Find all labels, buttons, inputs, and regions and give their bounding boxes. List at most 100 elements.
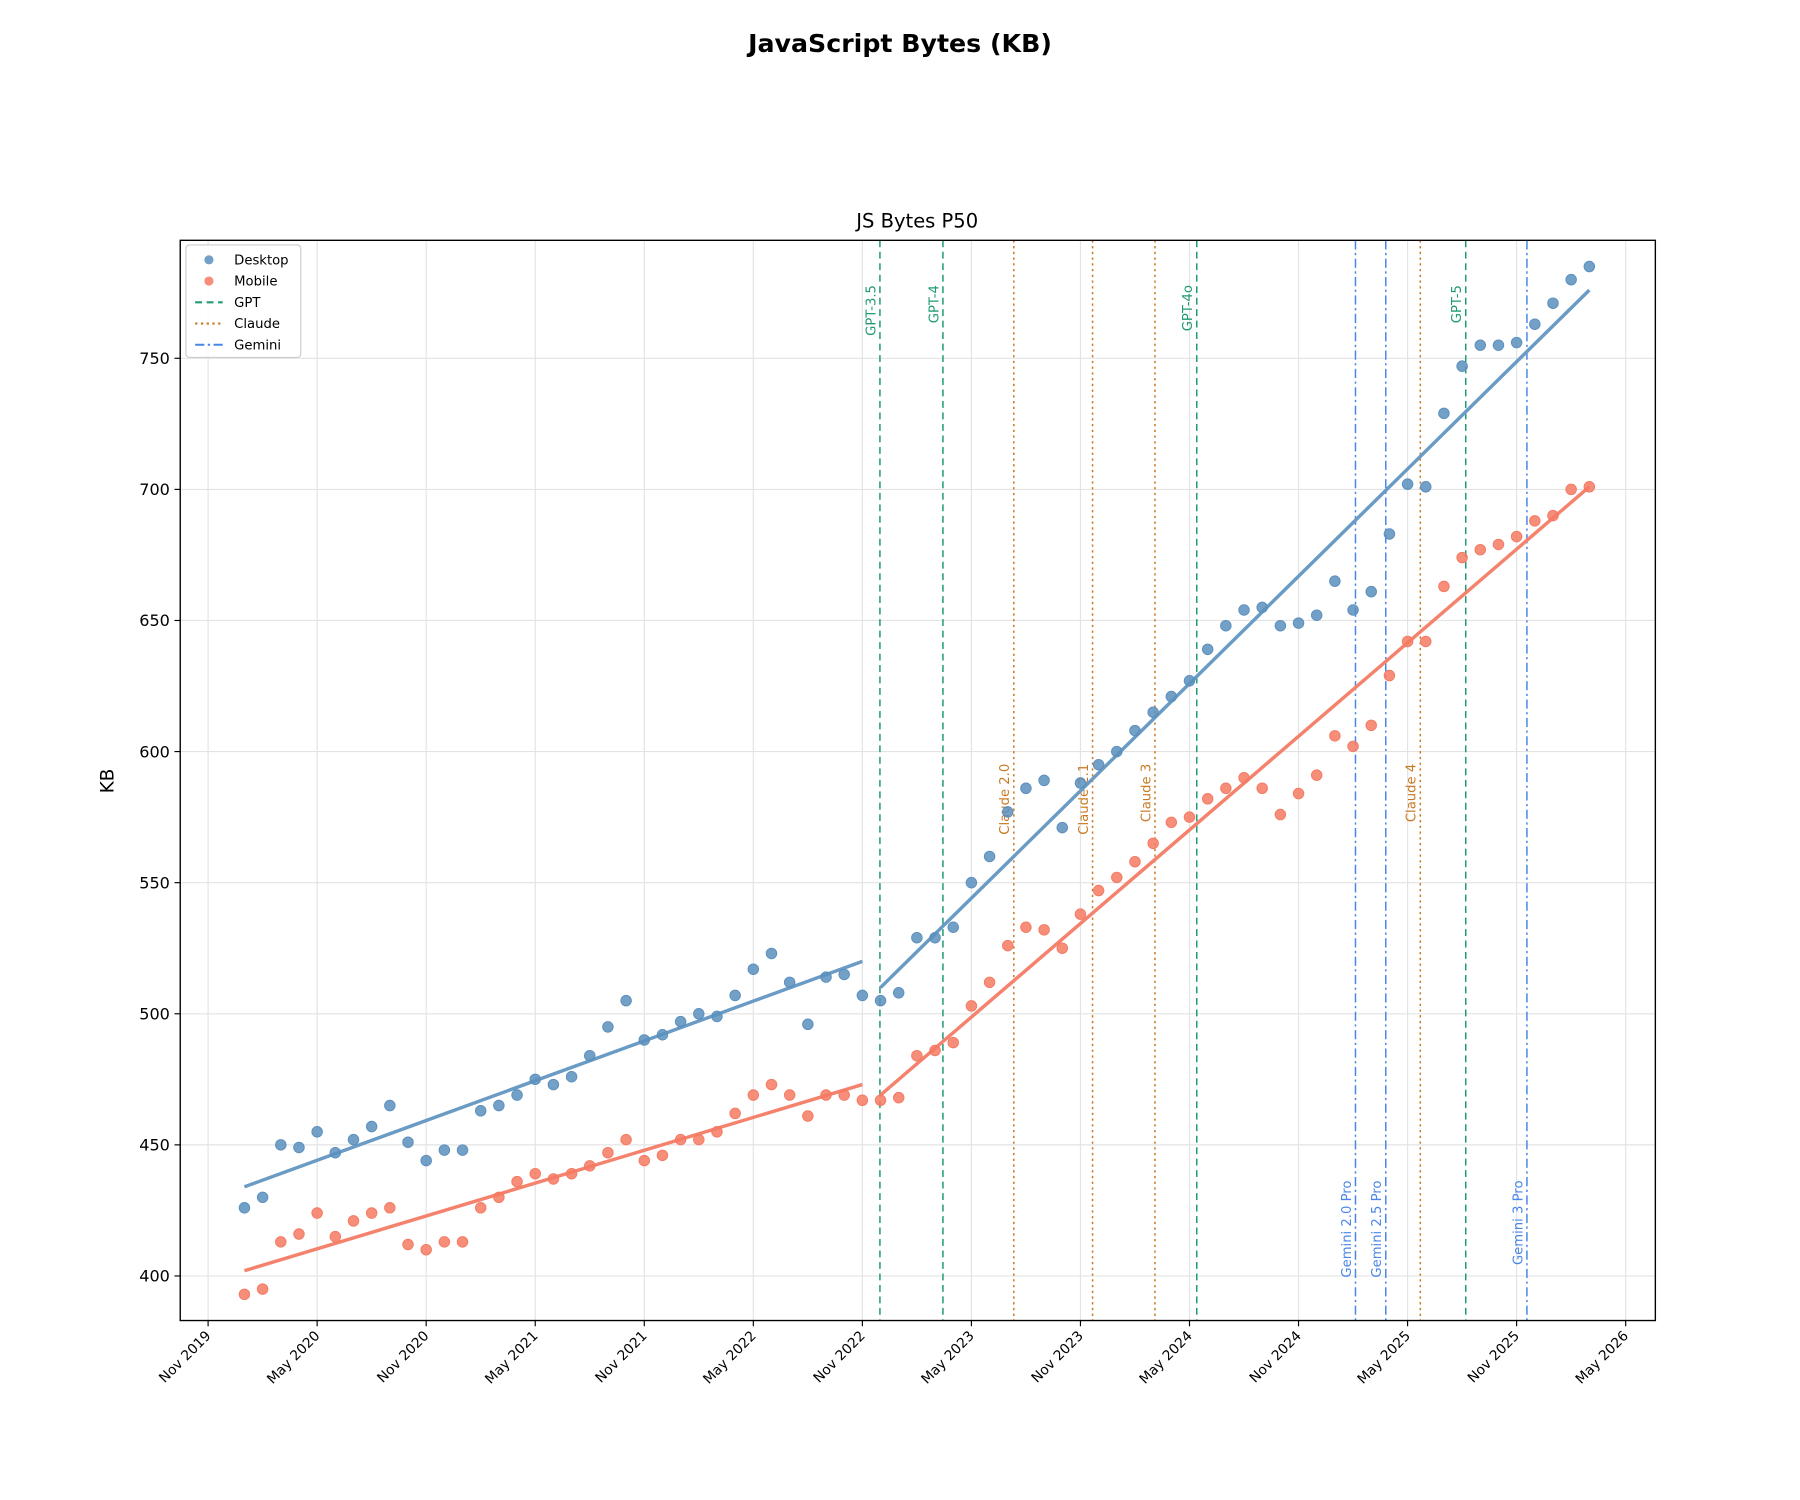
x-tick-label: Nov 2021 <box>592 1328 650 1386</box>
mobile-point <box>674 1133 687 1146</box>
mobile-point <box>638 1154 651 1167</box>
desktop-point <box>783 976 796 989</box>
desktop-point <box>365 1120 378 1133</box>
mobile-point <box>1111 871 1123 884</box>
mobile-point <box>856 1094 869 1107</box>
desktop-point <box>947 921 959 933</box>
model-release-label: Claude 4 <box>1405 764 1420 822</box>
desktop-point <box>311 1126 323 1138</box>
x-tick-label: May 2021 <box>482 1328 541 1387</box>
mobile-point <box>1002 939 1014 952</box>
desktop-point <box>1038 774 1050 787</box>
desktop-point <box>1220 619 1232 632</box>
desktop-point <box>1383 528 1396 540</box>
desktop-point <box>983 850 996 863</box>
desktop-point <box>493 1099 505 1112</box>
mobile-point <box>529 1167 541 1180</box>
model-release-label: Gemini 3 Pro <box>1511 1180 1526 1265</box>
legend-label: Gemini <box>234 338 281 353</box>
mobile-point <box>329 1230 342 1243</box>
y-tick-label: 700 <box>139 480 170 499</box>
mobile-point <box>1583 481 1596 493</box>
legend: Desktop Mobile GPT Claude Gemini <box>185 244 302 358</box>
mobile-point <box>965 1000 978 1012</box>
mobile-point <box>892 1091 905 1104</box>
mobile-point <box>711 1126 723 1138</box>
desktop-point <box>1238 604 1250 616</box>
mobile-point <box>1420 635 1432 648</box>
desktop-point <box>674 1015 687 1028</box>
mobile-point <box>1038 924 1050 936</box>
x-tick-label: May 2025 <box>1355 1328 1414 1387</box>
desktop-point <box>1256 601 1268 614</box>
chart-title: JS Bytes P50 <box>854 210 978 233</box>
mobile-point <box>947 1036 959 1049</box>
desktop-point <box>820 971 832 983</box>
x-tick-label: Nov 2023 <box>1029 1328 1087 1386</box>
mobile-point <box>565 1167 578 1180</box>
desktop-point <box>1002 806 1014 818</box>
model-release-label: Gemini 2.0 Pro <box>1340 1180 1355 1277</box>
legend-label: Desktop <box>234 253 288 268</box>
mobile-legend-marker <box>204 276 214 286</box>
mobile-point <box>293 1228 305 1240</box>
model-release-label: Claude 2.1 <box>1077 764 1092 835</box>
desktop-point <box>1092 758 1105 771</box>
mobile-point <box>1092 884 1105 897</box>
mobile-point <box>402 1238 414 1251</box>
legend-box <box>185 244 302 358</box>
desktop-point <box>1274 619 1287 632</box>
mobile-point <box>1256 782 1268 795</box>
desktop-trend-line <box>243 959 863 1189</box>
model-release-label: Gemini 2.5 Pro <box>1370 1180 1385 1277</box>
desktop-point <box>911 931 923 944</box>
desktop-point <box>1165 690 1178 703</box>
mobile-point <box>1147 837 1159 850</box>
desktop-point <box>565 1070 578 1083</box>
plot-frame <box>179 239 1657 1322</box>
mobile-point <box>1074 908 1087 920</box>
desktop-point <box>238 1202 251 1214</box>
mobile-point <box>911 1049 923 1062</box>
mobile-point <box>929 1044 941 1057</box>
mobile-point <box>693 1133 705 1146</box>
mobile-point <box>365 1207 378 1219</box>
x-tick-label: Nov 2024 <box>1247 1328 1305 1386</box>
desktop-point <box>1547 297 1559 309</box>
mobile-point <box>765 1078 778 1091</box>
x-tick-label: Nov 2025 <box>1465 1328 1523 1386</box>
mobile-point <box>1438 580 1450 593</box>
desktop-point <box>384 1099 396 1112</box>
mobile-point <box>1510 530 1523 543</box>
data-points <box>238 260 1596 1301</box>
mobile-point <box>1529 515 1541 527</box>
y-tick-label: 600 <box>139 742 170 761</box>
desktop-point <box>1292 617 1305 629</box>
desktop-point <box>729 989 741 1002</box>
y-tick-label: 750 <box>139 349 170 368</box>
desktop-point <box>1456 360 1468 372</box>
mobile-point <box>1547 509 1559 522</box>
x-tick-label: May 2024 <box>1136 1328 1195 1387</box>
mobile-point <box>602 1146 614 1159</box>
x-tick-label: May 2026 <box>1573 1328 1632 1387</box>
mobile-point <box>474 1202 487 1214</box>
x-tick-label: May 2022 <box>700 1328 759 1387</box>
desktop-point <box>892 987 905 999</box>
mobile-point <box>1383 669 1396 682</box>
model-release-label: Claude 2.0 <box>998 764 1013 835</box>
desktop-point <box>1347 604 1359 616</box>
mobile-point <box>820 1089 832 1101</box>
desktop-point <box>584 1049 596 1062</box>
desktop-point <box>256 1191 269 1204</box>
desktop-point <box>1129 724 1141 737</box>
desktop-point <box>402 1136 414 1148</box>
mobile-point <box>1183 811 1196 823</box>
x-tick-label: Nov 2019 <box>156 1328 214 1386</box>
desktop-point <box>838 968 850 981</box>
mobile-point <box>1238 772 1250 784</box>
figure-title: JavaScript Bytes (KB) <box>746 29 1052 58</box>
legend-label: Claude <box>234 317 280 332</box>
mobile-point <box>238 1288 251 1301</box>
x-tick-label: Nov 2020 <box>374 1328 432 1386</box>
